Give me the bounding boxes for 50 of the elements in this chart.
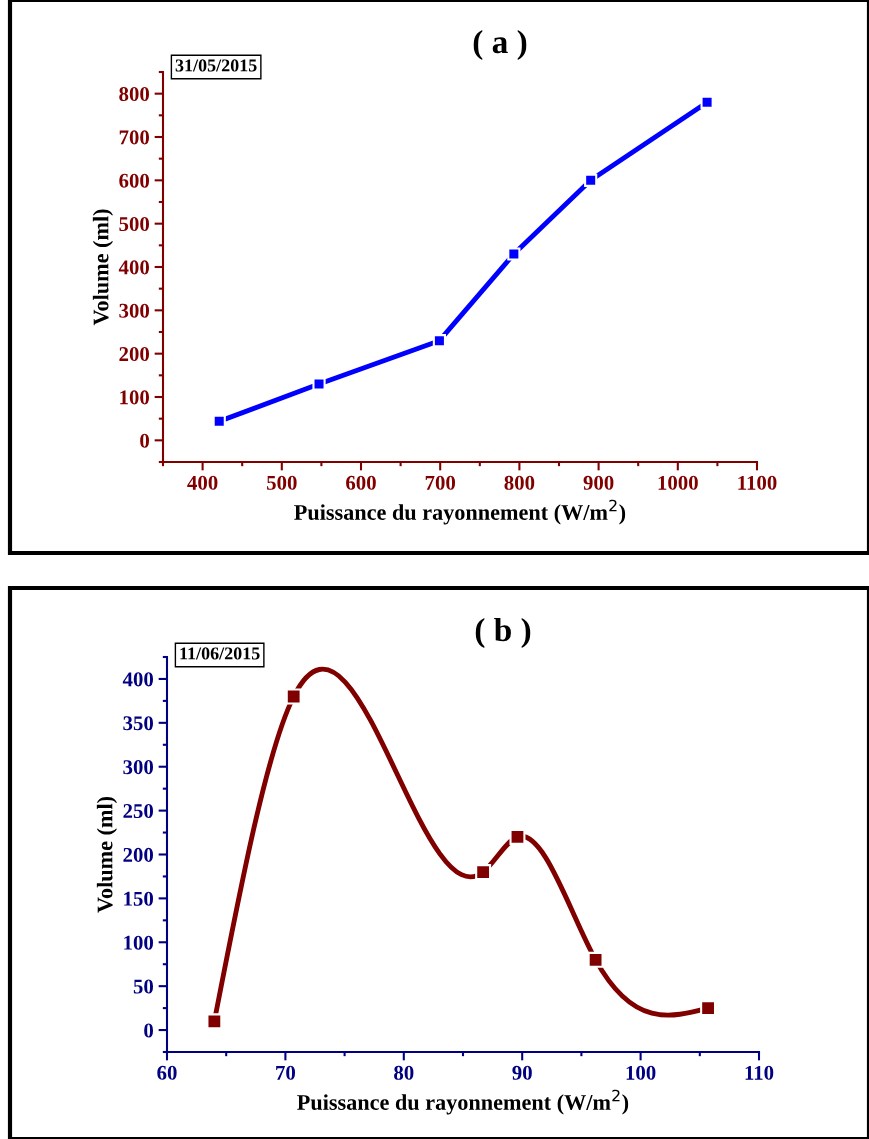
x-tick-label: 1100: [738, 475, 777, 490]
x-tick-label: 800: [504, 475, 535, 490]
y-tick-label: 800: [119, 87, 150, 102]
x-tick-label: 60: [157, 1065, 177, 1080]
point: [507, 247, 521, 261]
y-tick-label: 150: [124, 891, 154, 906]
x-tick-label: 100: [626, 1065, 656, 1080]
x-axis-title: Puissance du rayonnement (W/m$^{2}$): [294, 499, 626, 525]
point: [700, 95, 714, 109]
y-tick-label: 100: [124, 935, 154, 950]
y-axis-title: Volume (ml): [96, 796, 117, 913]
y-tick-label: 700: [119, 130, 150, 145]
x-tick-label: 70: [276, 1065, 296, 1080]
y-tick-label: 0: [140, 433, 150, 448]
annotation: 11/06/2015: [180, 647, 260, 660]
y-tick-label: 400: [122, 672, 154, 687]
x-tick-label: 700: [425, 475, 456, 490]
point: [312, 377, 326, 391]
y-tick-label: 250: [123, 803, 154, 819]
text: 31/05/2015: [175, 59, 257, 72]
x-tick-label: 1000: [658, 475, 698, 490]
x-tick-label: 600: [346, 475, 376, 490]
point: [206, 1013, 223, 1030]
y-tick-label: 350: [123, 716, 154, 731]
y-tick-label: 300: [123, 760, 154, 775]
y-tick-label: 500: [119, 217, 150, 232]
x-tick-label: 900: [583, 475, 614, 490]
x-tick-label: 80: [394, 1065, 414, 1080]
y-tick-label: 0: [144, 1023, 154, 1038]
y-tick-label: 400: [118, 260, 150, 275]
x-tick-label: 90: [512, 1065, 532, 1080]
y-tick-label: 200: [119, 347, 150, 362]
point: [212, 414, 226, 428]
x-tick-label: 400: [187, 475, 218, 490]
point: [432, 334, 446, 348]
x-tick-label: 500: [267, 475, 297, 490]
y-tick-label: 100: [120, 390, 150, 405]
point: [587, 951, 604, 968]
point: [584, 173, 598, 187]
point: [285, 688, 302, 705]
y-axis-title: Volume (ml): [92, 209, 113, 326]
y-tick-label: 50: [133, 979, 154, 994]
y-tick-label: 600: [119, 173, 150, 188]
y-tick-label: 300: [119, 303, 150, 318]
chart-title: ( b ): [475, 617, 531, 649]
point: [475, 864, 492, 881]
x-axis-title: Puissance du rayonnement (W/m$^{2}$): [297, 1089, 629, 1115]
chart-title: ( a ): [473, 29, 527, 61]
x-tick-label: 110: [745, 1065, 774, 1080]
y-tick-label: 200: [123, 847, 154, 862]
